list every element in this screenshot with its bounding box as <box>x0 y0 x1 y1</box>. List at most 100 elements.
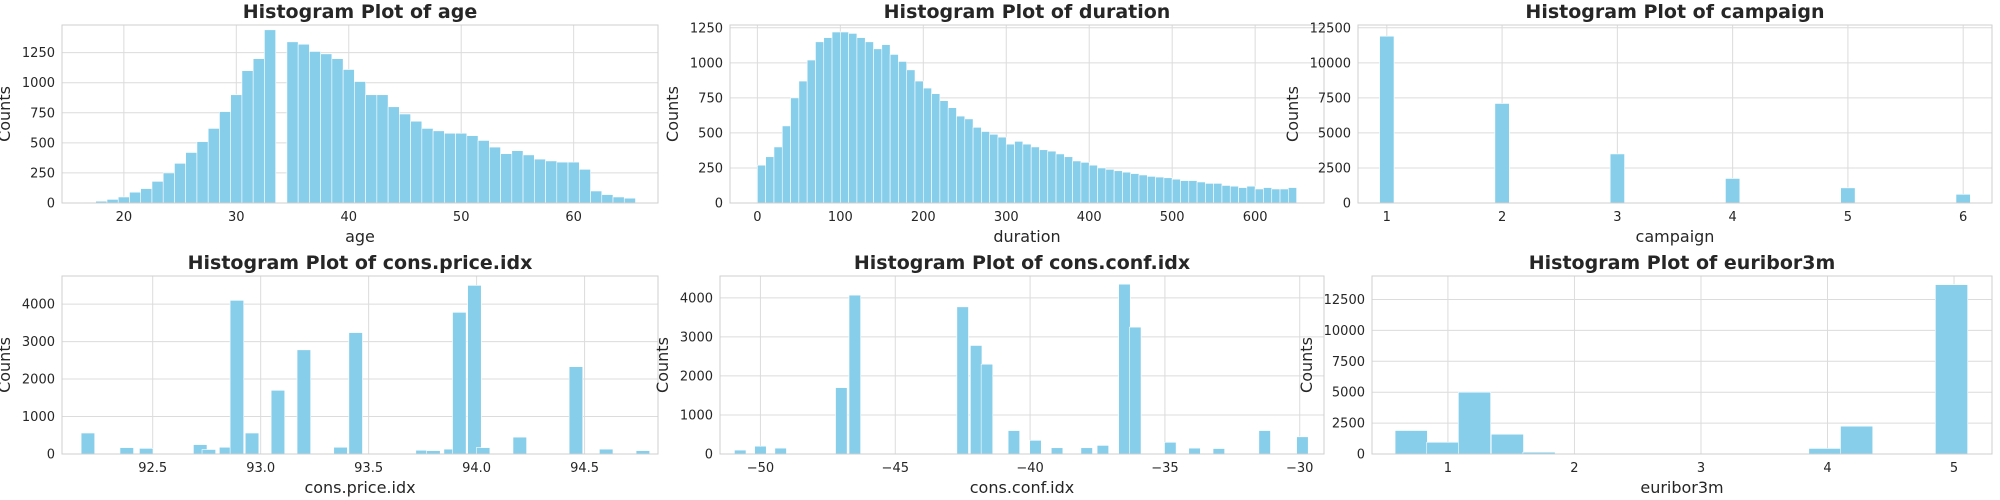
histogram-bar <box>757 164 766 204</box>
histogram-bar <box>939 100 949 204</box>
histogram-bar <box>873 48 883 204</box>
chart-panel-4: 92.5 93.0 93.5 94.0 94.5 0 1000 2000 3000 4000 His… <box>0 252 659 497</box>
histogram-bar <box>376 94 389 204</box>
histogram-bar <box>444 132 456 204</box>
histogram-bar <box>898 61 908 204</box>
histogram-bar <box>1379 35 1395 204</box>
x-tick-label: 1 <box>1383 210 1391 225</box>
chart-panel-3: 1 2 3 4 5 6 0 2500 5000 7500 10000 12500 Histogram P… <box>1283 1 1993 246</box>
histogram-bar <box>956 306 969 455</box>
histogram-bar <box>568 366 584 455</box>
y-tick-label: 250 <box>698 161 723 176</box>
y-tick-label: 10000 <box>1324 324 1365 339</box>
y-tick-label: 750 <box>698 91 723 106</box>
histogram-bar <box>500 153 513 204</box>
histogram-bar <box>1047 150 1057 204</box>
plot-frame <box>61 275 659 455</box>
histogram-bar <box>264 29 276 204</box>
histogram-bar <box>1130 173 1140 204</box>
y-tick-label: 7500 <box>1332 355 1365 370</box>
histogram-bar <box>1229 185 1239 204</box>
y-axis-label: Counts <box>653 337 672 393</box>
histogram-bar <box>815 41 825 204</box>
y-tick-label: 0 <box>715 197 723 212</box>
plot-frame <box>1357 24 1993 204</box>
y-tick-label: 500 <box>30 136 55 151</box>
histogram-bar <box>931 93 941 204</box>
histogram-bar <box>1064 156 1073 204</box>
histogram-bar <box>1030 146 1040 204</box>
histogram-bar <box>296 349 311 455</box>
histogram-bar <box>947 107 957 204</box>
plot-frame <box>719 275 1325 455</box>
histogram-bar <box>1188 180 1198 204</box>
histogram-bar <box>970 345 983 455</box>
y-tick-label: 1250 <box>22 46 55 61</box>
y-tick-label: 1000 <box>22 76 55 91</box>
x-tick-label: 400 <box>1077 210 1102 225</box>
x-axis-label: campaign <box>1636 227 1715 246</box>
histogram-bar <box>185 152 198 204</box>
histogram-bar <box>1097 167 1107 204</box>
x-tick-label: 40 <box>340 210 357 225</box>
plot-frame <box>729 24 1325 204</box>
histogram-bar <box>545 160 558 204</box>
histogram-bar <box>297 43 310 204</box>
histogram-bar <box>1080 447 1093 455</box>
histogram-bar <box>229 300 245 455</box>
x-tick-label: 20 <box>116 210 133 225</box>
histogram-bar <box>1113 170 1123 204</box>
histogram-bar <box>455 132 468 204</box>
x-tick-label: 94.5 <box>570 461 599 476</box>
histogram-bar <box>906 69 916 204</box>
histogram-bar <box>1105 169 1115 204</box>
histogram-bar <box>601 194 614 204</box>
x-tick-label: 30 <box>228 210 245 225</box>
x-tick-label: 5 <box>1950 461 1958 476</box>
histogram-bar <box>798 80 808 204</box>
histogram-bar <box>956 115 966 204</box>
histogram-bar <box>106 199 119 204</box>
histogram-bar <box>421 128 434 204</box>
histogram-bar <box>1258 430 1271 455</box>
y-axis-label: Counts <box>0 86 14 142</box>
histogram-bar <box>1096 445 1109 455</box>
histogram-bar <box>981 131 990 204</box>
histogram-bar <box>475 447 491 455</box>
histogram-bar <box>1039 149 1049 204</box>
plot-frame <box>1371 275 1993 455</box>
histogram-bar <box>174 163 186 204</box>
histogram-bar <box>1254 188 1264 204</box>
x-axis-label: age <box>345 227 375 246</box>
histogram-bar <box>864 41 874 204</box>
y-axis-label: Counts <box>0 337 14 393</box>
y-tick-label: 2000 <box>22 373 55 388</box>
y-tick-label: 1000 <box>690 56 723 71</box>
histogram-bar <box>848 33 858 204</box>
x-tick-label: −30 <box>1286 461 1313 476</box>
histogram-bar <box>466 135 479 204</box>
histogram-bar <box>1955 194 1971 204</box>
histogram-bar <box>1271 188 1281 204</box>
histogram-bar <box>452 312 467 455</box>
histogram-bar <box>1205 183 1214 204</box>
y-tick-label: 0 <box>47 448 55 463</box>
histogram-bar <box>806 59 816 204</box>
y-tick-label: 0 <box>705 448 713 463</box>
histogram-bar <box>320 53 333 204</box>
histogram-bar <box>117 196 130 204</box>
histogram-bar <box>980 363 994 455</box>
x-tick-label: 5 <box>1844 210 1852 225</box>
y-tick-label: 3000 <box>680 330 713 345</box>
histogram-bar <box>635 450 650 455</box>
chart-title: Histogram Plot of cons.price.idx <box>188 252 533 274</box>
histogram-bar <box>365 94 378 204</box>
x-axis-label: cons.conf.idx <box>970 478 1075 497</box>
y-tick-label: 4000 <box>22 298 55 313</box>
histogram-bar <box>567 161 580 204</box>
histogram-bar <box>1296 436 1309 455</box>
histogram-bar <box>511 150 524 204</box>
histogram-bar <box>1490 433 1524 455</box>
histogram-bar <box>1221 185 1231 204</box>
histogram-bar <box>848 294 861 455</box>
